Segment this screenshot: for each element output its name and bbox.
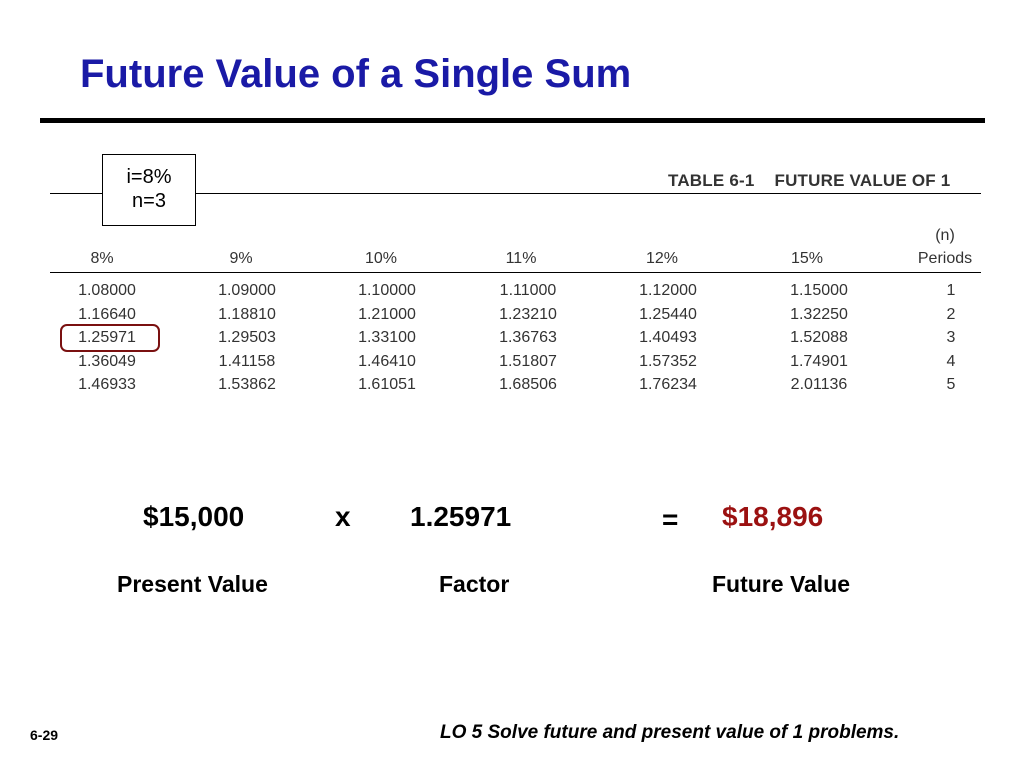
factor-value: 1.25971: [410, 501, 512, 532]
table-cell: 1.33100: [358, 329, 416, 346]
table-cell: 4: [946, 353, 956, 370]
table-cell: 1.25971: [78, 329, 136, 346]
table-cell: 1.36049: [78, 353, 136, 370]
table-cell: 1.15000: [790, 282, 848, 299]
rate-header-8: 8%: [90, 250, 114, 267]
slide-number: 6-29: [30, 727, 59, 743]
table-cell: 1.11000: [499, 282, 557, 299]
slide-title: Future Value of a Single Sum: [80, 52, 632, 96]
table-cell: 1.09000: [218, 282, 276, 299]
table-cell: 1.36763: [499, 329, 557, 346]
table-caption-id: TABLE 6-1: [668, 171, 755, 190]
table-cell: 1.10000: [358, 282, 416, 299]
table-cell: 1.29503: [218, 329, 276, 346]
present-value-amount: $15,000: [143, 501, 245, 532]
table-cell: 1.76234: [639, 376, 697, 393]
table-cell: 1.21000: [358, 306, 416, 323]
learning-objective: LO 5 Solve future and present value of 1…: [440, 722, 900, 743]
present-value-label: Present Value: [117, 571, 268, 597]
table-cell: 3: [946, 329, 956, 346]
table-cell: 1.16640: [78, 306, 136, 323]
table-cell: 5: [946, 376, 956, 393]
table-cell: 1.18810: [218, 306, 276, 323]
periods-header: Periods: [917, 250, 973, 267]
table-cell: 1.46410: [358, 353, 416, 370]
periods-parameter: n=3: [132, 190, 166, 212]
table-cell: 1.51807: [499, 353, 557, 370]
table-cell: 2.01136: [790, 376, 848, 393]
periods-header-n: (n): [935, 227, 955, 244]
rate-header-10: 10%: [364, 250, 398, 267]
table-cell: 1.53862: [218, 376, 276, 393]
table-cell: 1.68506: [499, 376, 557, 393]
factor-highlight: [60, 324, 160, 352]
rate-parameter: i=8%: [126, 166, 172, 188]
future-value-label: Future Value: [712, 571, 851, 597]
future-value-amount: $18,896: [722, 501, 824, 532]
factor-label: Factor: [439, 571, 510, 597]
table-cell: 1.12000: [639, 282, 697, 299]
table-cell: 2: [946, 306, 956, 323]
table-cell: 1.08000: [78, 282, 136, 299]
table-top-rule-left: [50, 193, 102, 194]
equals-sign: =: [662, 504, 679, 535]
table-cell: 1: [946, 282, 956, 299]
table-caption-name: FUTURE VALUE OF 1: [774, 171, 951, 190]
table-cell: 1.40493: [639, 329, 697, 346]
rate-header-12: 12%: [645, 250, 679, 267]
table-cell: 1.32250: [790, 306, 848, 323]
title-divider: [40, 118, 985, 123]
table-header-rule: [50, 272, 981, 273]
table-cell: 1.25440: [639, 306, 697, 323]
table-cell: 1.46933: [78, 376, 136, 393]
table-cell: 1.41158: [218, 353, 276, 370]
rate-header-15: 15%: [790, 250, 824, 267]
parameters-box: i=8% n=3: [102, 154, 196, 226]
table-caption: TABLE 6-1 FUTURE VALUE OF 1: [668, 171, 950, 191]
multiply-sign: x: [335, 501, 351, 532]
table-top-rule-right: [196, 193, 981, 194]
rate-header-11: 11%: [505, 250, 537, 267]
table-cell: 1.57352: [639, 353, 697, 370]
table-cell: 1.52088: [790, 329, 848, 346]
table-cell: 1.61051: [358, 376, 416, 393]
table-cell: 1.23210: [499, 306, 557, 323]
table-cell: 1.74901: [790, 353, 848, 370]
rate-header-9: 9%: [229, 250, 253, 267]
